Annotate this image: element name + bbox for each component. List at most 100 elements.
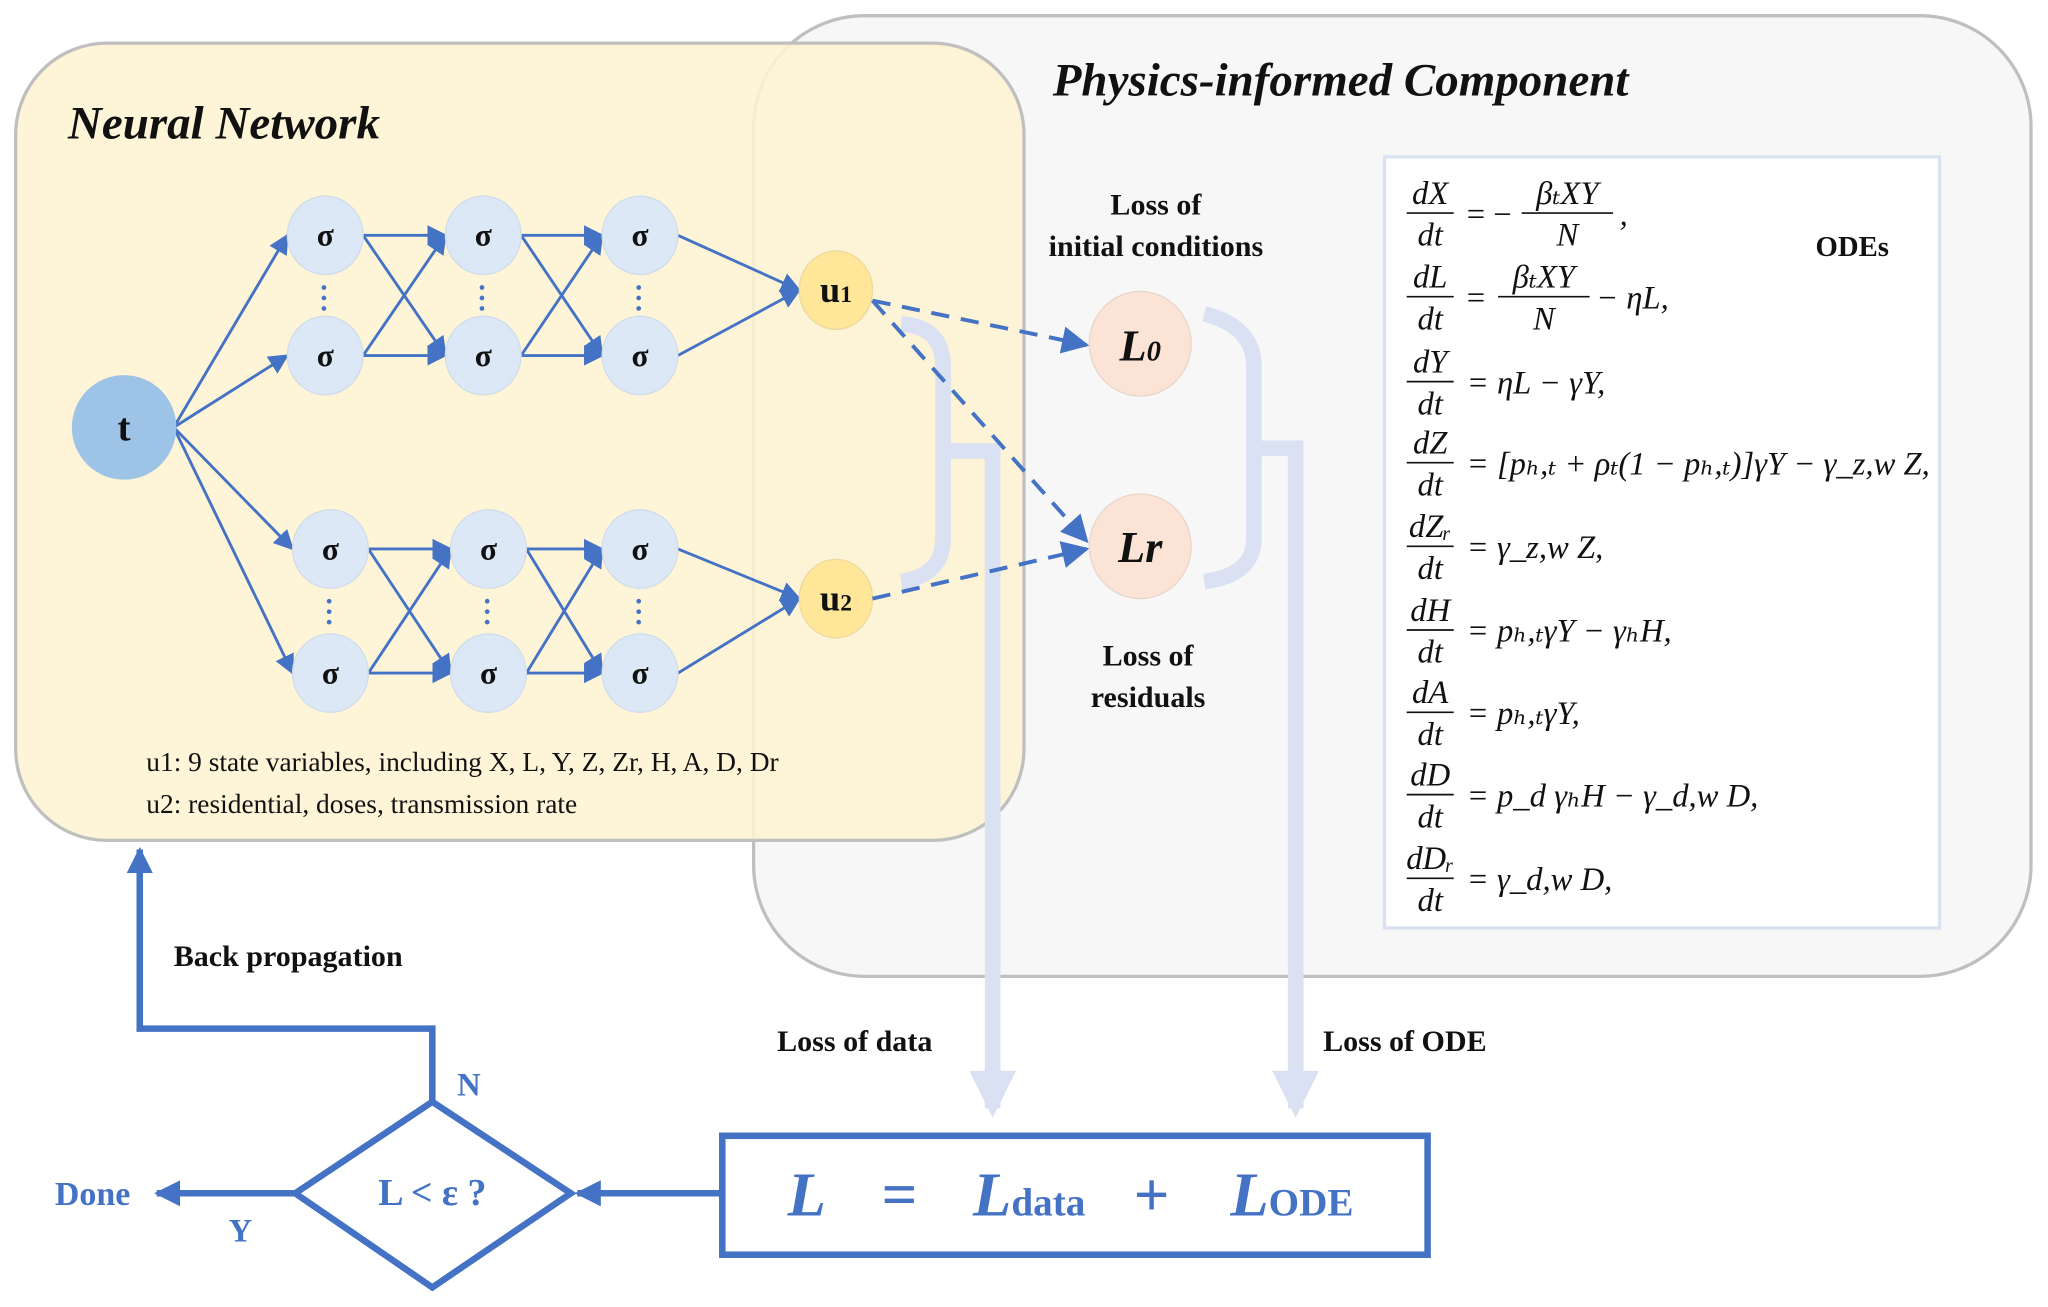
hidden-node [444,315,522,396]
equation-rhs-prefix: = − [1467,197,1512,233]
ode-equation: dZ dt = [pₕ,ₜ + ρₜ(1 − pₕ,ₜ)]γY − γ_z,w Z, [1406,426,1930,503]
equation-denominator: dt [1418,467,1444,503]
hidden-node-label: σ [631,338,648,373]
network-edges [172,225,802,684]
ellipsis-dot [484,609,490,615]
ode-equation: dY dt = ηL − γY, [1406,344,1606,422]
ode-equation: dD dt = p_d γₕH − γ_d,w D, [1406,757,1759,835]
equation-numerator: dH [1410,593,1452,629]
hidden-node-label: σ [322,531,339,566]
edge [677,547,802,602]
hidden-node [601,509,679,589]
hidden-node [444,195,522,276]
hidden-node-label: σ [480,656,497,691]
loss-data-label: Loss of data [777,1024,932,1058]
l0-node [1088,290,1192,397]
ellipsis-dot [479,285,485,290]
equation-rhs: = p_d γₕH − γ_d,w D, [1467,778,1759,814]
edge [361,233,447,357]
equation-rhs: = γ_z,w Z, [1467,530,1604,566]
equation-fraction-denominator: N [1532,301,1557,337]
output-label-u2: u2 [820,577,852,618]
l0-label: L0 [1118,321,1161,371]
lr-node [1088,493,1192,600]
equation-numerator: dA [1412,675,1449,711]
back-propagation-label: Back propagation [174,939,403,973]
equation-denominator: dt [1418,551,1444,587]
ode-equation: dH dt = pₕ,ₜγY − γₕH, [1406,593,1672,671]
equation-rhs: = pₕ,ₜγY − γₕH, [1467,614,1672,650]
edge [367,547,452,674]
equation-rhs-prefix: = [1467,280,1485,316]
hidden-node-label: σ [317,338,334,373]
ellipsis-dot [326,598,332,604]
ellipsis-dot [326,619,332,625]
equation-rhs: = γ_d,w D, [1467,862,1613,898]
ode-equation: dDᵣ dt = γ_d,w D, [1406,841,1612,919]
lr-label: Lr [1117,522,1163,572]
hidden-node [291,509,369,589]
equation-numerator: dZ [1413,426,1448,462]
total-loss-box [719,1132,1431,1258]
loss-initial-label: Loss of initial conditions [1049,187,1263,263]
output-node-u1 [798,250,874,331]
equation-denominator: dt [1418,717,1444,753]
u1-to-l0-arrow [872,298,1090,354]
ellipsis-dot [326,609,332,615]
ellipsis-dot [636,285,642,290]
u1-to-lr-arrow [871,299,1089,544]
neural-network-title: Neural Network [67,98,381,150]
hidden-node-label: σ [480,531,497,566]
ellipsis-dot [484,619,490,625]
equation-fraction-numerator: βₜXY [1535,176,1602,212]
edge [172,426,294,675]
equation-denominator: dt [1418,883,1444,919]
hidden-node [601,633,679,713]
ode-box [1382,155,1942,930]
ellipsis-dot [479,306,485,311]
hidden-node [449,509,528,589]
equation-rhs: = pₕ,ₜγY, [1467,696,1580,732]
edge [677,597,802,675]
ellipsis-dot [636,306,642,311]
ellipsis-dot [479,295,485,301]
total-loss-formula: L = Ldata + LODE [787,1159,1354,1229]
equation-fraction-denominator: N [1555,218,1580,254]
equation-rhs: = ηL − γY, [1467,365,1606,401]
equation-numerator: dL [1413,260,1447,296]
hidden-node-label: σ [631,218,648,253]
equation-numerator: dZᵣ [1409,509,1452,545]
u2-note: u2: residential, doses, transmission rat… [146,789,577,819]
back-propagation-arrow [126,846,436,1102]
edge [677,288,802,357]
equation-numerator: dD [1410,757,1450,793]
condition-label: L < ε ? [378,1172,486,1214]
odes-label: ODEs [1816,231,1889,263]
ellipsis-dot [636,619,642,625]
equation-rhs-suffix: − ηL, [1596,280,1669,316]
condition-diamond [289,1097,577,1292]
ellipsis-dot [636,598,642,604]
equation-numerator: dDᵣ [1406,841,1454,877]
ode-equation: dZᵣ dt = γ_z,w Z, [1406,509,1604,587]
neural-network-panel [14,41,1026,843]
hidden-node-label: σ [475,338,492,373]
ellipsis-dot [636,295,642,301]
hidden-node [601,195,679,276]
equation-denominator: dt [1418,301,1444,337]
ode-equation: dL dt = βₜXY N − ηL, [1406,260,1669,337]
hidden-node [286,315,364,396]
hidden-node-label: σ [631,531,648,566]
hidden-node [291,633,369,713]
hidden-node-label: σ [317,218,334,253]
equation-denominator: dt [1418,635,1444,671]
no-label: N [457,1067,481,1103]
edge [519,233,604,357]
equation-numerator: dX [1412,176,1449,212]
edge [525,547,604,674]
equation-denominator: dt [1418,799,1444,835]
edge [677,233,802,292]
input-node-t [71,375,177,480]
equation-rhs-suffix: , [1620,197,1628,233]
